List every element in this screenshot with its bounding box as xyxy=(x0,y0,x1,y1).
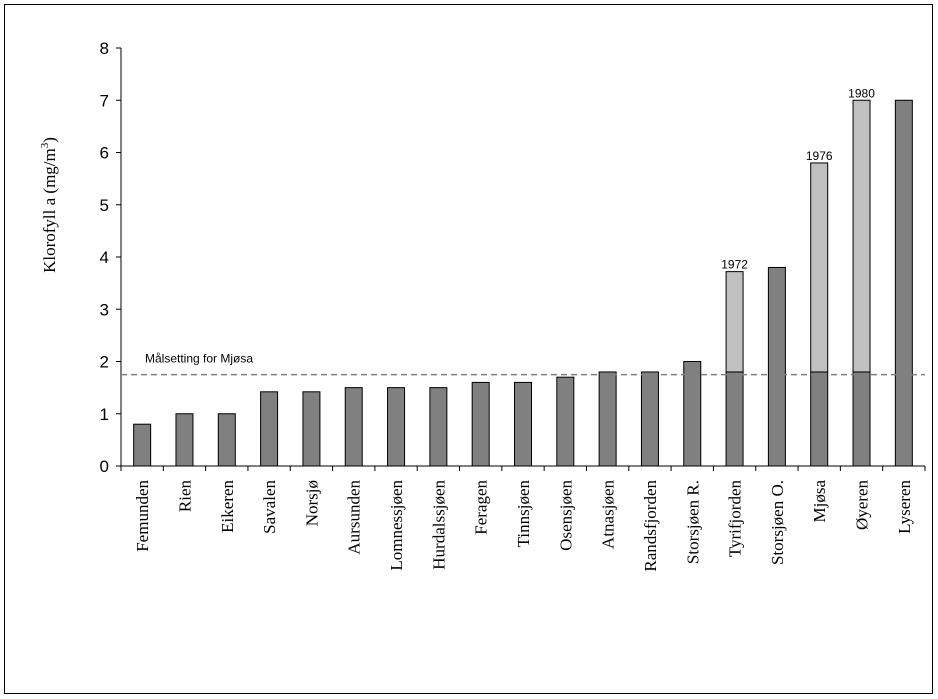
y-axis-label: Klorofyll a (mg/m3) xyxy=(39,137,59,273)
bar-series1-feragen xyxy=(471,381,490,467)
bar-series1-randsfjorden xyxy=(640,371,659,467)
bar-series1-lomnessjøen xyxy=(387,387,406,467)
x-tick-label: Randsfjorden xyxy=(641,480,660,572)
bar-series1-storsjøen-r- xyxy=(683,361,702,467)
y-tick-label: 6 xyxy=(100,144,109,163)
bar-series1-tyrifjorden xyxy=(725,371,744,467)
bar-series1-femunden xyxy=(133,423,152,467)
bar-series1-mjøsa xyxy=(810,371,829,467)
x-tick-labels: Femunden Rien Eikeren Savalen Norsjø Aursunde… xyxy=(133,480,914,572)
y-tick-labels: 0 1 2 3 4 5 6 7 8 xyxy=(100,39,109,476)
y-tick-label: 1 xyxy=(100,405,109,424)
bar-series1-atnasjøen xyxy=(598,371,617,467)
y-tick-label: 7 xyxy=(100,91,109,110)
bar-series1-hurdalssjøen xyxy=(429,387,448,467)
bar-series1-aursunden xyxy=(344,387,363,467)
y-tick-label: 5 xyxy=(100,196,109,215)
bar-series1-tinnsjøen xyxy=(514,381,532,467)
y-tick-label: 8 xyxy=(100,39,109,58)
x-tick-label: Tinnsjøen xyxy=(514,480,533,548)
x-tick-label: Lomnessjøen xyxy=(387,480,406,571)
x-tick-label: Mjøsa xyxy=(810,480,829,523)
bar-series1-storsjøen-o- xyxy=(767,266,786,467)
x-tick-label: Hurdalssjøen xyxy=(429,480,448,570)
y-tick-label: 4 xyxy=(100,248,109,267)
bar-series1-norsjø xyxy=(302,391,321,467)
bar-series1-rien xyxy=(175,413,194,467)
x-tick-label: Eikeren xyxy=(218,480,237,533)
bar-series2-tyrifjorden xyxy=(725,271,744,373)
y-tick-label: 2 xyxy=(100,353,109,372)
x-tick-label: Rien xyxy=(175,480,194,513)
x-tick-label: Savalen xyxy=(260,480,279,534)
x-tick-label: Norsjø xyxy=(302,480,321,526)
axes-layer xyxy=(116,47,926,471)
x-tick-label: Feragen xyxy=(472,480,491,535)
y-axis-label-end: ) xyxy=(40,137,59,143)
x-tick-label: Osensjøen xyxy=(556,480,575,551)
bar-annotation: 1976 xyxy=(806,149,833,163)
y-axis-label-main: Klorofyll a (mg/m xyxy=(40,148,59,273)
bar-series1-savalen xyxy=(260,391,279,467)
bar-series2-øyeren xyxy=(852,99,871,373)
bar-series2-mjøsa xyxy=(810,162,829,373)
x-tick-label: Aursunden xyxy=(345,480,364,555)
bar-series1-øyeren xyxy=(852,371,871,467)
y-tick-label: 0 xyxy=(100,457,109,476)
x-tick-label: Storsjøen R. xyxy=(683,480,702,564)
x-tick-label: Femunden xyxy=(133,480,152,552)
bars-layer xyxy=(133,99,913,467)
x-tick-label: Atnasjøen xyxy=(599,480,618,549)
chart-svg: 0 1 2 3 4 5 6 7 8 Femunden Rien Eikeren Savalen Nors… xyxy=(39,39,926,572)
bar-annotation: 1972 xyxy=(721,258,748,272)
x-tick-label: Lyseren xyxy=(895,480,914,534)
bar-series1-osensjøen xyxy=(556,376,575,467)
y-axis-label-superscript: 3 xyxy=(39,142,51,148)
x-tick-label: Tyrifjorden xyxy=(726,480,745,558)
bar-annotation: 1980 xyxy=(848,86,875,100)
bar-series1-eikeren xyxy=(217,413,236,467)
target-reference-label: Målsetting for Mjøsa xyxy=(145,352,253,366)
y-tick-label: 3 xyxy=(100,300,109,319)
chart-frame: 0 1 2 3 4 5 6 7 8 Femunden Rien Eikeren Savalen Nors… xyxy=(4,4,933,694)
bar-annotations: 1972 1976 1980 xyxy=(721,86,875,271)
x-tick-label: Storsjøen O. xyxy=(768,480,787,565)
bar-series1-lyseren xyxy=(894,99,913,467)
x-tick-label: Øyeren xyxy=(853,480,872,531)
